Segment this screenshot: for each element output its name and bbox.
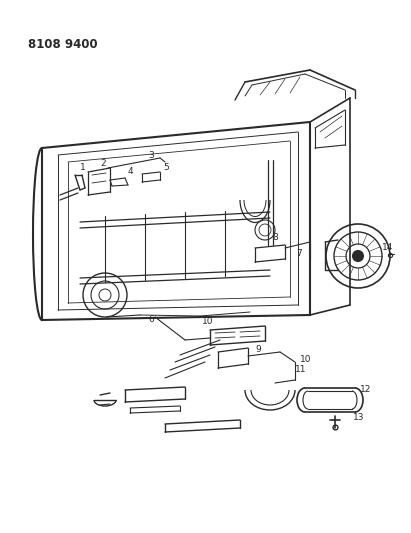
Text: 8108 9400: 8108 9400 [28, 38, 98, 51]
Text: 3: 3 [148, 150, 154, 159]
Text: 4: 4 [128, 167, 134, 176]
Text: 7: 7 [296, 248, 302, 257]
Text: 8: 8 [272, 233, 278, 243]
Text: 13: 13 [353, 414, 365, 423]
Text: 5: 5 [163, 163, 169, 172]
Text: 10: 10 [300, 356, 312, 365]
Text: 10: 10 [202, 318, 213, 327]
Text: 11: 11 [295, 366, 307, 375]
Circle shape [353, 251, 363, 261]
Text: 14: 14 [382, 244, 393, 253]
Text: 12: 12 [360, 385, 372, 394]
Text: 2: 2 [100, 158, 106, 167]
Text: 1: 1 [80, 164, 86, 173]
Text: 9: 9 [255, 345, 261, 354]
Text: 6: 6 [148, 316, 154, 325]
